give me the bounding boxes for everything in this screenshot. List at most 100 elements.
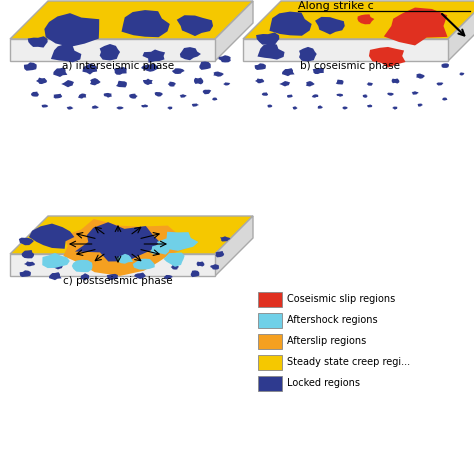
Polygon shape xyxy=(91,105,99,109)
Polygon shape xyxy=(262,92,268,96)
Polygon shape xyxy=(21,250,34,258)
Polygon shape xyxy=(342,107,348,109)
Polygon shape xyxy=(459,73,465,75)
Polygon shape xyxy=(10,254,215,276)
Polygon shape xyxy=(318,105,323,109)
Polygon shape xyxy=(357,14,374,24)
Polygon shape xyxy=(299,47,317,62)
Polygon shape xyxy=(194,78,203,84)
Polygon shape xyxy=(418,103,423,107)
Polygon shape xyxy=(269,12,312,36)
Polygon shape xyxy=(133,259,155,270)
Polygon shape xyxy=(256,32,279,46)
Polygon shape xyxy=(392,107,398,110)
Bar xyxy=(258,334,282,348)
Text: b) coseismic phase: b) coseismic phase xyxy=(300,61,400,71)
Polygon shape xyxy=(306,81,315,87)
Polygon shape xyxy=(107,274,118,280)
Polygon shape xyxy=(200,62,211,70)
Polygon shape xyxy=(45,13,99,47)
Polygon shape xyxy=(19,237,34,245)
Polygon shape xyxy=(54,94,62,99)
Polygon shape xyxy=(10,1,253,39)
Polygon shape xyxy=(267,104,273,108)
Text: Afterslip regions: Afterslip regions xyxy=(287,336,366,346)
Polygon shape xyxy=(220,237,230,242)
Polygon shape xyxy=(387,92,394,96)
Polygon shape xyxy=(143,49,165,63)
Polygon shape xyxy=(255,64,266,70)
Polygon shape xyxy=(366,82,373,86)
Polygon shape xyxy=(49,272,62,280)
Polygon shape xyxy=(223,82,230,85)
Polygon shape xyxy=(172,68,185,74)
Polygon shape xyxy=(255,78,264,83)
Polygon shape xyxy=(212,98,218,100)
Polygon shape xyxy=(367,104,372,108)
Polygon shape xyxy=(90,78,100,85)
Polygon shape xyxy=(51,44,82,62)
Polygon shape xyxy=(167,107,173,110)
Polygon shape xyxy=(150,244,170,255)
Polygon shape xyxy=(369,47,406,68)
Polygon shape xyxy=(20,270,31,277)
Polygon shape xyxy=(134,273,146,279)
Polygon shape xyxy=(312,94,319,98)
Polygon shape xyxy=(313,68,324,74)
Polygon shape xyxy=(384,8,447,46)
Polygon shape xyxy=(114,67,127,75)
Polygon shape xyxy=(292,106,298,109)
Polygon shape xyxy=(31,91,39,97)
Polygon shape xyxy=(42,104,48,108)
Polygon shape xyxy=(192,103,199,107)
Polygon shape xyxy=(116,107,124,109)
Polygon shape xyxy=(10,216,253,254)
Polygon shape xyxy=(10,39,215,61)
Polygon shape xyxy=(197,262,204,266)
Text: a) interseismic phase: a) interseismic phase xyxy=(62,61,174,71)
Bar xyxy=(258,375,282,391)
Polygon shape xyxy=(203,90,211,94)
Polygon shape xyxy=(180,47,201,60)
Polygon shape xyxy=(243,1,474,39)
Text: Locked regions: Locked regions xyxy=(287,378,360,388)
Polygon shape xyxy=(171,264,179,270)
Polygon shape xyxy=(28,36,48,47)
Polygon shape xyxy=(282,68,294,76)
Polygon shape xyxy=(180,94,187,98)
Polygon shape xyxy=(104,93,112,98)
Bar xyxy=(258,292,282,307)
Polygon shape xyxy=(129,94,137,99)
Polygon shape xyxy=(392,79,400,83)
Polygon shape xyxy=(215,1,253,61)
Bar xyxy=(258,355,282,370)
Text: Along strike c: Along strike c xyxy=(298,1,374,11)
Text: c) postseismic phase: c) postseismic phase xyxy=(63,276,173,286)
Polygon shape xyxy=(78,93,86,99)
Polygon shape xyxy=(157,232,199,251)
Polygon shape xyxy=(141,104,148,108)
Text: Steady state creep regi...: Steady state creep regi... xyxy=(287,357,410,367)
Polygon shape xyxy=(36,78,47,84)
Polygon shape xyxy=(315,17,345,35)
Polygon shape xyxy=(219,55,231,63)
Polygon shape xyxy=(441,64,449,68)
Polygon shape xyxy=(337,93,343,97)
Polygon shape xyxy=(100,44,120,61)
Polygon shape xyxy=(164,253,185,267)
Polygon shape xyxy=(81,273,89,281)
Polygon shape xyxy=(42,253,70,268)
Polygon shape xyxy=(52,264,63,269)
Polygon shape xyxy=(336,80,344,84)
Polygon shape xyxy=(363,94,368,98)
Polygon shape xyxy=(116,254,133,264)
Polygon shape xyxy=(53,67,67,77)
Polygon shape xyxy=(279,81,290,86)
Polygon shape xyxy=(257,43,284,60)
Polygon shape xyxy=(215,216,253,276)
Polygon shape xyxy=(82,64,97,74)
Polygon shape xyxy=(121,10,170,37)
Text: Coseismic slip regions: Coseismic slip regions xyxy=(287,294,395,304)
Polygon shape xyxy=(411,91,419,95)
Bar xyxy=(258,312,282,328)
